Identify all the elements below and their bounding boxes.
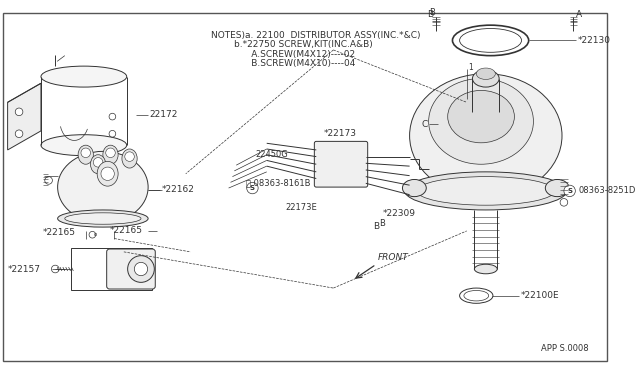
FancyBboxPatch shape bbox=[314, 141, 368, 187]
Ellipse shape bbox=[41, 135, 127, 155]
Text: b.*22750 SCREW,KIT(INC.A&B): b.*22750 SCREW,KIT(INC.A&B) bbox=[211, 41, 373, 49]
Polygon shape bbox=[8, 83, 41, 150]
Circle shape bbox=[109, 131, 116, 137]
Ellipse shape bbox=[460, 288, 493, 303]
Circle shape bbox=[134, 262, 148, 276]
Text: NOTES)a. 22100  DISTRIBUTOR ASSY(INC.*&C): NOTES)a. 22100 DISTRIBUTOR ASSY(INC.*&C) bbox=[211, 31, 421, 40]
Ellipse shape bbox=[78, 145, 93, 164]
Circle shape bbox=[109, 113, 116, 120]
Text: 22172: 22172 bbox=[150, 110, 178, 119]
Circle shape bbox=[106, 148, 115, 158]
Text: FRONT: FRONT bbox=[378, 253, 409, 262]
FancyBboxPatch shape bbox=[107, 249, 156, 289]
Text: *22162: *22162 bbox=[162, 186, 195, 195]
Text: 08363-8251D: 08363-8251D bbox=[578, 186, 636, 195]
Text: A: A bbox=[576, 10, 582, 19]
Bar bbox=[72, 248, 152, 290]
Text: B: B bbox=[373, 222, 380, 231]
Text: *22130: *22130 bbox=[578, 36, 611, 45]
Text: o: o bbox=[93, 232, 97, 237]
Text: 22173E: 22173E bbox=[286, 203, 317, 212]
Ellipse shape bbox=[460, 29, 522, 52]
Ellipse shape bbox=[417, 177, 555, 205]
Ellipse shape bbox=[65, 213, 141, 224]
Circle shape bbox=[246, 182, 258, 194]
Circle shape bbox=[125, 152, 134, 161]
Text: A.SCREW(M4X12)----02: A.SCREW(M4X12)----02 bbox=[211, 50, 356, 59]
Ellipse shape bbox=[90, 155, 106, 174]
Text: 1: 1 bbox=[468, 62, 474, 71]
Ellipse shape bbox=[545, 179, 569, 197]
Circle shape bbox=[45, 177, 52, 184]
Text: S: S bbox=[250, 185, 255, 191]
Ellipse shape bbox=[405, 172, 567, 210]
Ellipse shape bbox=[103, 145, 118, 164]
Circle shape bbox=[101, 167, 115, 180]
Ellipse shape bbox=[472, 70, 499, 87]
Text: *22165: *22165 bbox=[44, 228, 76, 237]
Circle shape bbox=[15, 130, 23, 138]
Text: *22165: *22165 bbox=[109, 227, 143, 235]
Text: B.SCREW(M4X10)----04: B.SCREW(M4X10)----04 bbox=[211, 60, 356, 68]
Ellipse shape bbox=[58, 210, 148, 227]
Text: Ⓢ 08363-8161B: Ⓢ 08363-8161B bbox=[246, 179, 310, 188]
Ellipse shape bbox=[41, 66, 127, 87]
Text: 22450G: 22450G bbox=[255, 150, 288, 159]
Text: B: B bbox=[429, 8, 435, 17]
Circle shape bbox=[560, 199, 568, 206]
Text: *22157: *22157 bbox=[8, 264, 40, 273]
Circle shape bbox=[15, 108, 23, 116]
Text: S: S bbox=[567, 188, 572, 194]
Circle shape bbox=[127, 256, 154, 282]
Text: *22100E: *22100E bbox=[521, 291, 559, 300]
Ellipse shape bbox=[122, 149, 137, 168]
Text: C: C bbox=[421, 120, 428, 129]
Circle shape bbox=[93, 158, 103, 167]
Ellipse shape bbox=[403, 179, 426, 197]
Text: B: B bbox=[427, 10, 433, 19]
Ellipse shape bbox=[58, 151, 148, 223]
Text: *22173: *22173 bbox=[324, 129, 357, 138]
Text: B: B bbox=[379, 219, 385, 228]
Ellipse shape bbox=[464, 291, 489, 301]
Circle shape bbox=[51, 265, 59, 273]
Ellipse shape bbox=[474, 264, 497, 274]
Ellipse shape bbox=[476, 68, 495, 80]
Ellipse shape bbox=[410, 74, 562, 198]
Circle shape bbox=[89, 231, 96, 238]
Ellipse shape bbox=[448, 90, 515, 143]
Ellipse shape bbox=[452, 25, 529, 56]
Text: *22309: *22309 bbox=[383, 209, 416, 218]
Text: APP S.0008: APP S.0008 bbox=[541, 344, 589, 353]
Circle shape bbox=[81, 148, 90, 158]
Circle shape bbox=[564, 185, 575, 197]
Ellipse shape bbox=[429, 78, 533, 164]
Ellipse shape bbox=[97, 161, 118, 186]
